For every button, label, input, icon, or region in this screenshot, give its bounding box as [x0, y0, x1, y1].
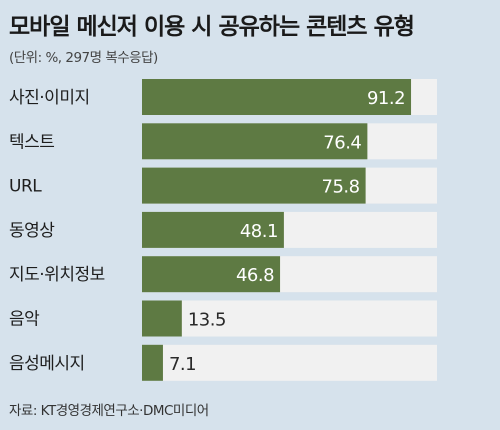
bar-row-7 — [142, 344, 163, 381]
bar-row-5 — [142, 256, 281, 293]
value-label-row-7: 7.1 — [169, 354, 196, 375]
category-label-row-1: 사진·이미지 — [9, 88, 90, 108]
source-note: 자료: KT경영경제연구소·DMC미디어 — [9, 403, 209, 419]
bar-row-3 — [142, 167, 366, 204]
category-label-row-2: 텍스트 — [9, 132, 54, 152]
bar-track-row-7 — [142, 344, 437, 381]
value-label-row-5: 46.8 — [236, 265, 274, 286]
value-label-row-2: 76.4 — [323, 132, 361, 153]
value-label-row-6: 13.5 — [188, 310, 226, 331]
category-label-row-3: URL — [9, 177, 42, 197]
bar-track-row-6 — [142, 300, 437, 337]
value-label-row-1: 91.2 — [367, 88, 405, 109]
bar-row-4 — [142, 211, 284, 248]
category-label-row-7: 음성메시지 — [9, 354, 85, 374]
category-label-row-5: 지도·위치정보 — [9, 265, 105, 285]
chart-subtitle: (단위: %, 297명 복수응답) — [9, 50, 158, 66]
value-label-row-4: 48.1 — [240, 221, 278, 242]
bar-row-6 — [142, 300, 182, 337]
category-label-row-4: 동영상 — [9, 221, 55, 241]
value-label-row-3: 75.8 — [322, 177, 360, 198]
bar-row-1 — [142, 79, 412, 115]
chart-title: 모바일 메신저 이용 시 공유하는 콘텐츠 유형 — [9, 14, 415, 40]
category-label-row-6: 음악 — [9, 310, 40, 330]
bar-row-2 — [142, 123, 368, 160]
